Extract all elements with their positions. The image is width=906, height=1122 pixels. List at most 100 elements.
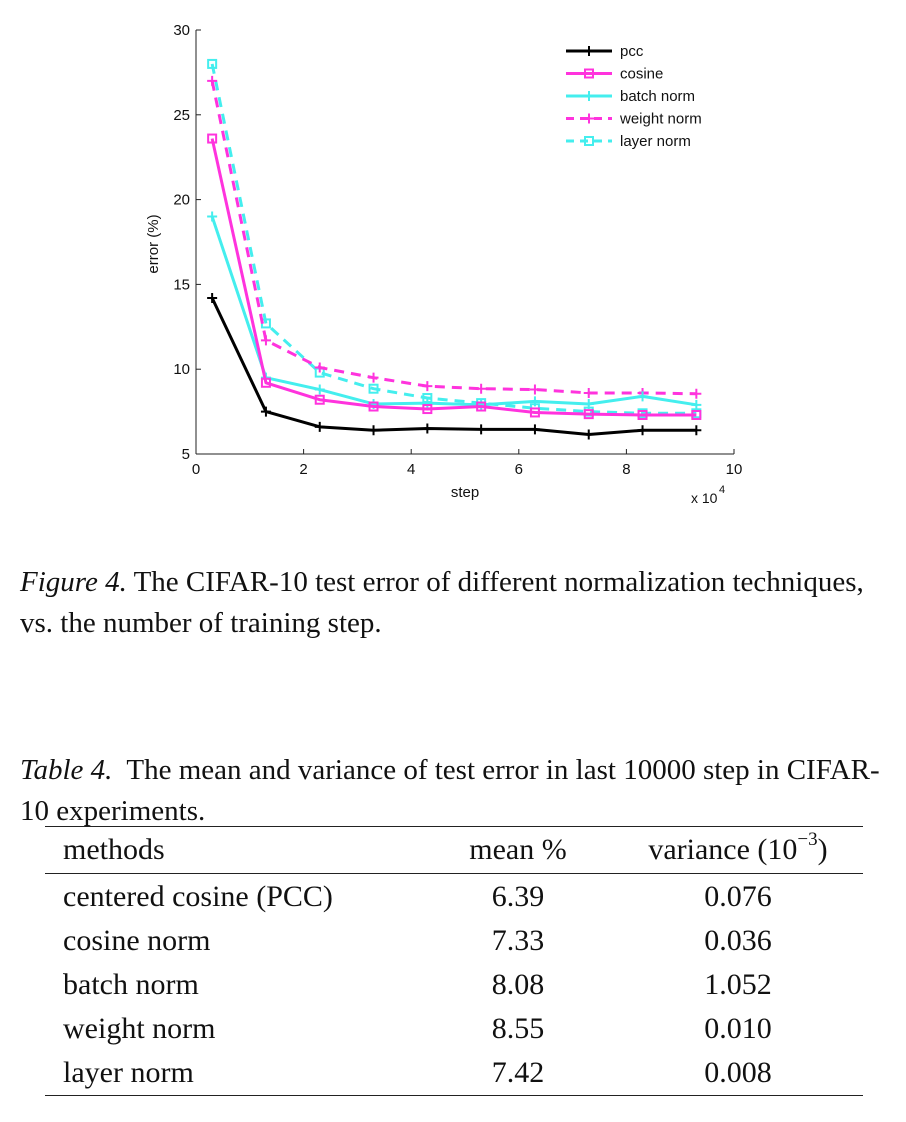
point-batch-norm xyxy=(691,399,702,410)
cell-mean: 8.08 xyxy=(491,968,545,1001)
point-layer-norm xyxy=(207,58,218,69)
point-weight-norm xyxy=(422,381,433,392)
point-batch-norm xyxy=(207,211,218,222)
y-tick-label: 30 xyxy=(173,22,190,39)
cell-mean: 7.33 xyxy=(491,924,545,957)
y-tick-label: 25 xyxy=(173,107,190,124)
point-cosine xyxy=(691,409,702,420)
legend-marker-weight-norm xyxy=(584,113,594,124)
x-axis-label: step xyxy=(451,484,479,501)
cell-mean: 6.39 xyxy=(491,880,545,913)
x-tick-label: 0 xyxy=(192,461,200,478)
point-batch-norm xyxy=(637,391,648,402)
legend-label-layer-norm: layer norm xyxy=(620,133,691,150)
header-variance-text: variance (10 xyxy=(648,833,798,866)
point-pcc xyxy=(691,425,702,436)
series-line-pcc xyxy=(210,297,697,436)
x-tick-label: 8 xyxy=(622,461,630,478)
x-multiplier-label: x 10 xyxy=(691,490,718,506)
x-multiplier-exponent: 4 xyxy=(719,484,725,496)
legend-marker-cosine xyxy=(584,68,594,79)
table-row: weight norm 8.55 0.010 xyxy=(45,1007,863,1051)
header-mean: mean % xyxy=(469,833,567,866)
legend-label-pcc: pcc xyxy=(620,43,644,60)
table-caption-label: Table 4. xyxy=(20,754,113,786)
table-row: cosine norm 7.33 0.036 xyxy=(45,919,863,963)
cell-variance: 0.008 xyxy=(704,1056,772,1089)
series-line-weight-norm xyxy=(210,80,697,396)
table-row: centered cosine (PCC) 6.39 0.076 xyxy=(45,874,863,920)
cell-method: cosine norm xyxy=(63,924,211,957)
header-variance-close: ) xyxy=(817,833,828,866)
point-batch-norm xyxy=(529,396,540,407)
figure-caption-label: Figure 4. xyxy=(20,566,127,598)
legend-label-batch-norm: batch norm xyxy=(620,88,695,105)
table-row: batch norm 8.08 1.052 xyxy=(45,963,863,1007)
point-weight-norm xyxy=(691,388,702,399)
point-cosine xyxy=(368,401,379,412)
cell-method: batch norm xyxy=(63,968,199,1001)
point-cosine xyxy=(583,409,594,420)
table-row: layer norm 7.42 0.008 xyxy=(45,1051,863,1096)
point-batch-norm xyxy=(314,384,325,395)
point-cosine xyxy=(529,407,540,418)
legend-marker-batch-norm xyxy=(584,91,594,101)
header-variance-exp: −3 xyxy=(797,829,818,850)
point-pcc xyxy=(207,292,218,303)
point-weight-norm xyxy=(583,387,594,398)
point-pcc xyxy=(476,424,487,435)
cell-variance: 1.052 xyxy=(704,968,772,1001)
cell-method: weight norm xyxy=(63,1012,216,1045)
legend-marker-layer-norm xyxy=(584,136,594,146)
point-weight-norm xyxy=(529,384,540,395)
point-cosine xyxy=(314,394,325,405)
legend-marker-pcc xyxy=(584,46,594,56)
point-pcc xyxy=(529,424,540,435)
point-weight-norm xyxy=(314,362,325,373)
cell-variance: 0.010 xyxy=(704,1012,772,1045)
x-tick-label: 4 xyxy=(407,461,415,478)
point-pcc xyxy=(368,425,379,436)
figure-caption-text: The CIFAR-10 test error of different nor… xyxy=(20,566,864,639)
cell-mean: 7.42 xyxy=(491,1056,545,1089)
cell-mean: 8.55 xyxy=(491,1012,545,1045)
point-weight-norm xyxy=(368,372,379,383)
point-batch-norm xyxy=(583,398,594,409)
point-batch-norm xyxy=(422,398,433,409)
point-pcc xyxy=(583,429,594,440)
cell-method: layer norm xyxy=(63,1056,194,1089)
x-tick-label: 6 xyxy=(515,461,523,478)
x-tick-label: 2 xyxy=(299,461,307,478)
point-pcc xyxy=(314,421,325,432)
y-tick-label: 10 xyxy=(173,361,190,378)
results-table: methods mean % variance (10−3) centered … xyxy=(45,826,863,1096)
point-pcc xyxy=(422,423,433,434)
point-layer-norm xyxy=(368,383,379,394)
point-cosine xyxy=(422,404,433,415)
point-cosine xyxy=(207,133,218,144)
y-tick-label: 5 xyxy=(182,446,190,463)
table-header-row: methods mean % variance (10−3) xyxy=(45,826,863,874)
point-pcc xyxy=(637,425,648,436)
point-weight-norm xyxy=(260,335,271,346)
figure-4: 5 10 15 20 25 30 0 2 4 6 8 10 step error (%) x 10 4 pcc c… xyxy=(0,0,906,540)
x-tick-label: 10 xyxy=(726,461,743,478)
point-cosine xyxy=(637,409,648,420)
point-cosine xyxy=(260,377,271,388)
legend-label-cosine: cosine xyxy=(620,66,663,83)
series-line-cosine xyxy=(210,138,697,417)
cell-method: centered cosine (PCC) xyxy=(63,880,333,913)
point-weight-norm xyxy=(476,383,487,394)
figure-caption: Figure 4. The CIFAR-10 test error of dif… xyxy=(20,562,886,644)
y-axis-label: error (%) xyxy=(145,214,162,273)
header-methods: methods xyxy=(63,833,165,866)
cell-variance: 0.076 xyxy=(704,880,772,913)
point-pcc xyxy=(260,406,271,417)
header-variance: variance (10−3) xyxy=(613,827,863,874)
point-cosine xyxy=(476,401,487,412)
y-tick-label: 20 xyxy=(173,192,190,209)
series-line-layer-norm xyxy=(210,63,697,415)
point-weight-norm xyxy=(207,75,218,86)
legend-label-weight-norm: weight norm xyxy=(619,111,702,128)
